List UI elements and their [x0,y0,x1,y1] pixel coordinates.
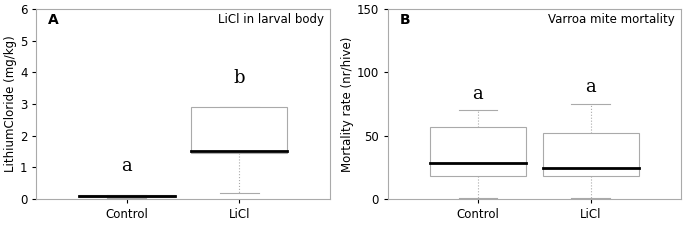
Bar [79,195,175,197]
Text: b: b [234,69,245,87]
Y-axis label: LithiumCloride (mg/kg): LithiumCloride (mg/kg) [4,36,17,172]
Y-axis label: Mortality rate (nr/hive): Mortality rate (nr/hive) [340,36,353,172]
Text: a: a [585,78,596,96]
Text: Varroa mite mortality: Varroa mite mortality [548,13,675,26]
Text: LiCl in larval body: LiCl in larval body [218,13,324,26]
Bar [543,133,638,176]
Text: a: a [121,157,132,175]
Text: B: B [399,13,410,27]
Bar [192,106,287,153]
Text: a: a [473,85,484,103]
Bar [430,127,526,176]
Text: A: A [48,13,59,27]
